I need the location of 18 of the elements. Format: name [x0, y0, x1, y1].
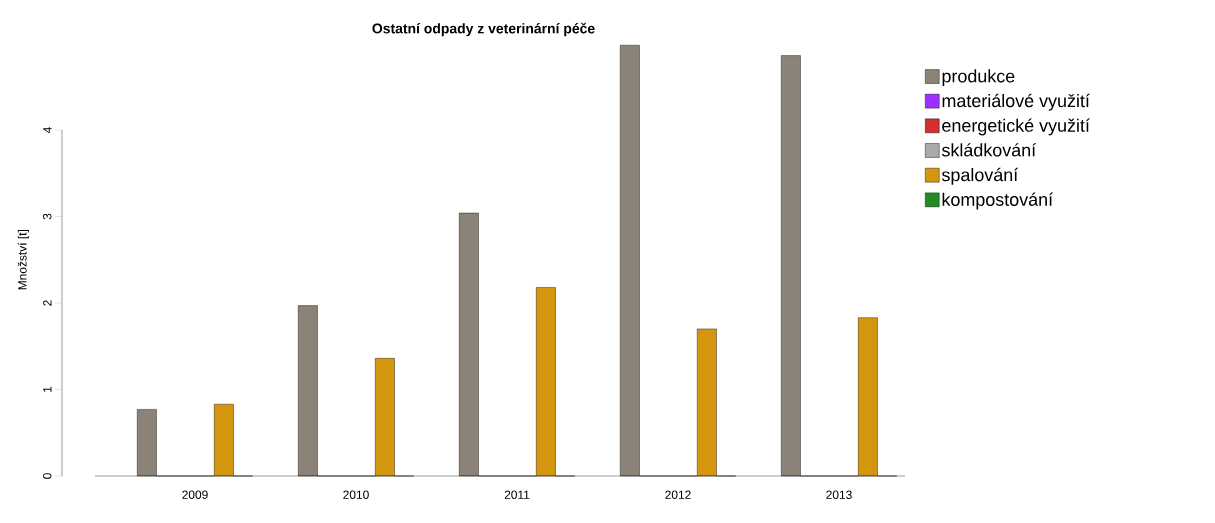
legend-label: kompostování [942, 192, 1053, 210]
y-tick-label: 3 [43, 213, 52, 220]
legend-label: skládkování [941, 143, 1037, 157]
legend-label: produkce [942, 69, 1015, 87]
y-tick-label: 2 [43, 300, 52, 306]
legend-label: spalování [941, 167, 1019, 185]
x-tick-label: 2011 [504, 490, 530, 499]
chart-title: Ostatní odpady z veterinární péče [372, 22, 595, 37]
y-tick-label: 1 [43, 386, 52, 392]
x-tick-label: 2009 [182, 490, 208, 499]
legend-label: materiálové využití [942, 93, 1090, 111]
x-tick-label: 2013 [826, 490, 852, 499]
y-axis-title: Množství [t] [17, 230, 29, 290]
x-tick-label: 2010 [343, 490, 369, 499]
y-tick-label: 0 [43, 473, 52, 479]
x-tick-label: 2012 [665, 490, 691, 499]
y-tick-label: 4 [43, 127, 52, 134]
legend-label: energetické využití [942, 118, 1090, 136]
